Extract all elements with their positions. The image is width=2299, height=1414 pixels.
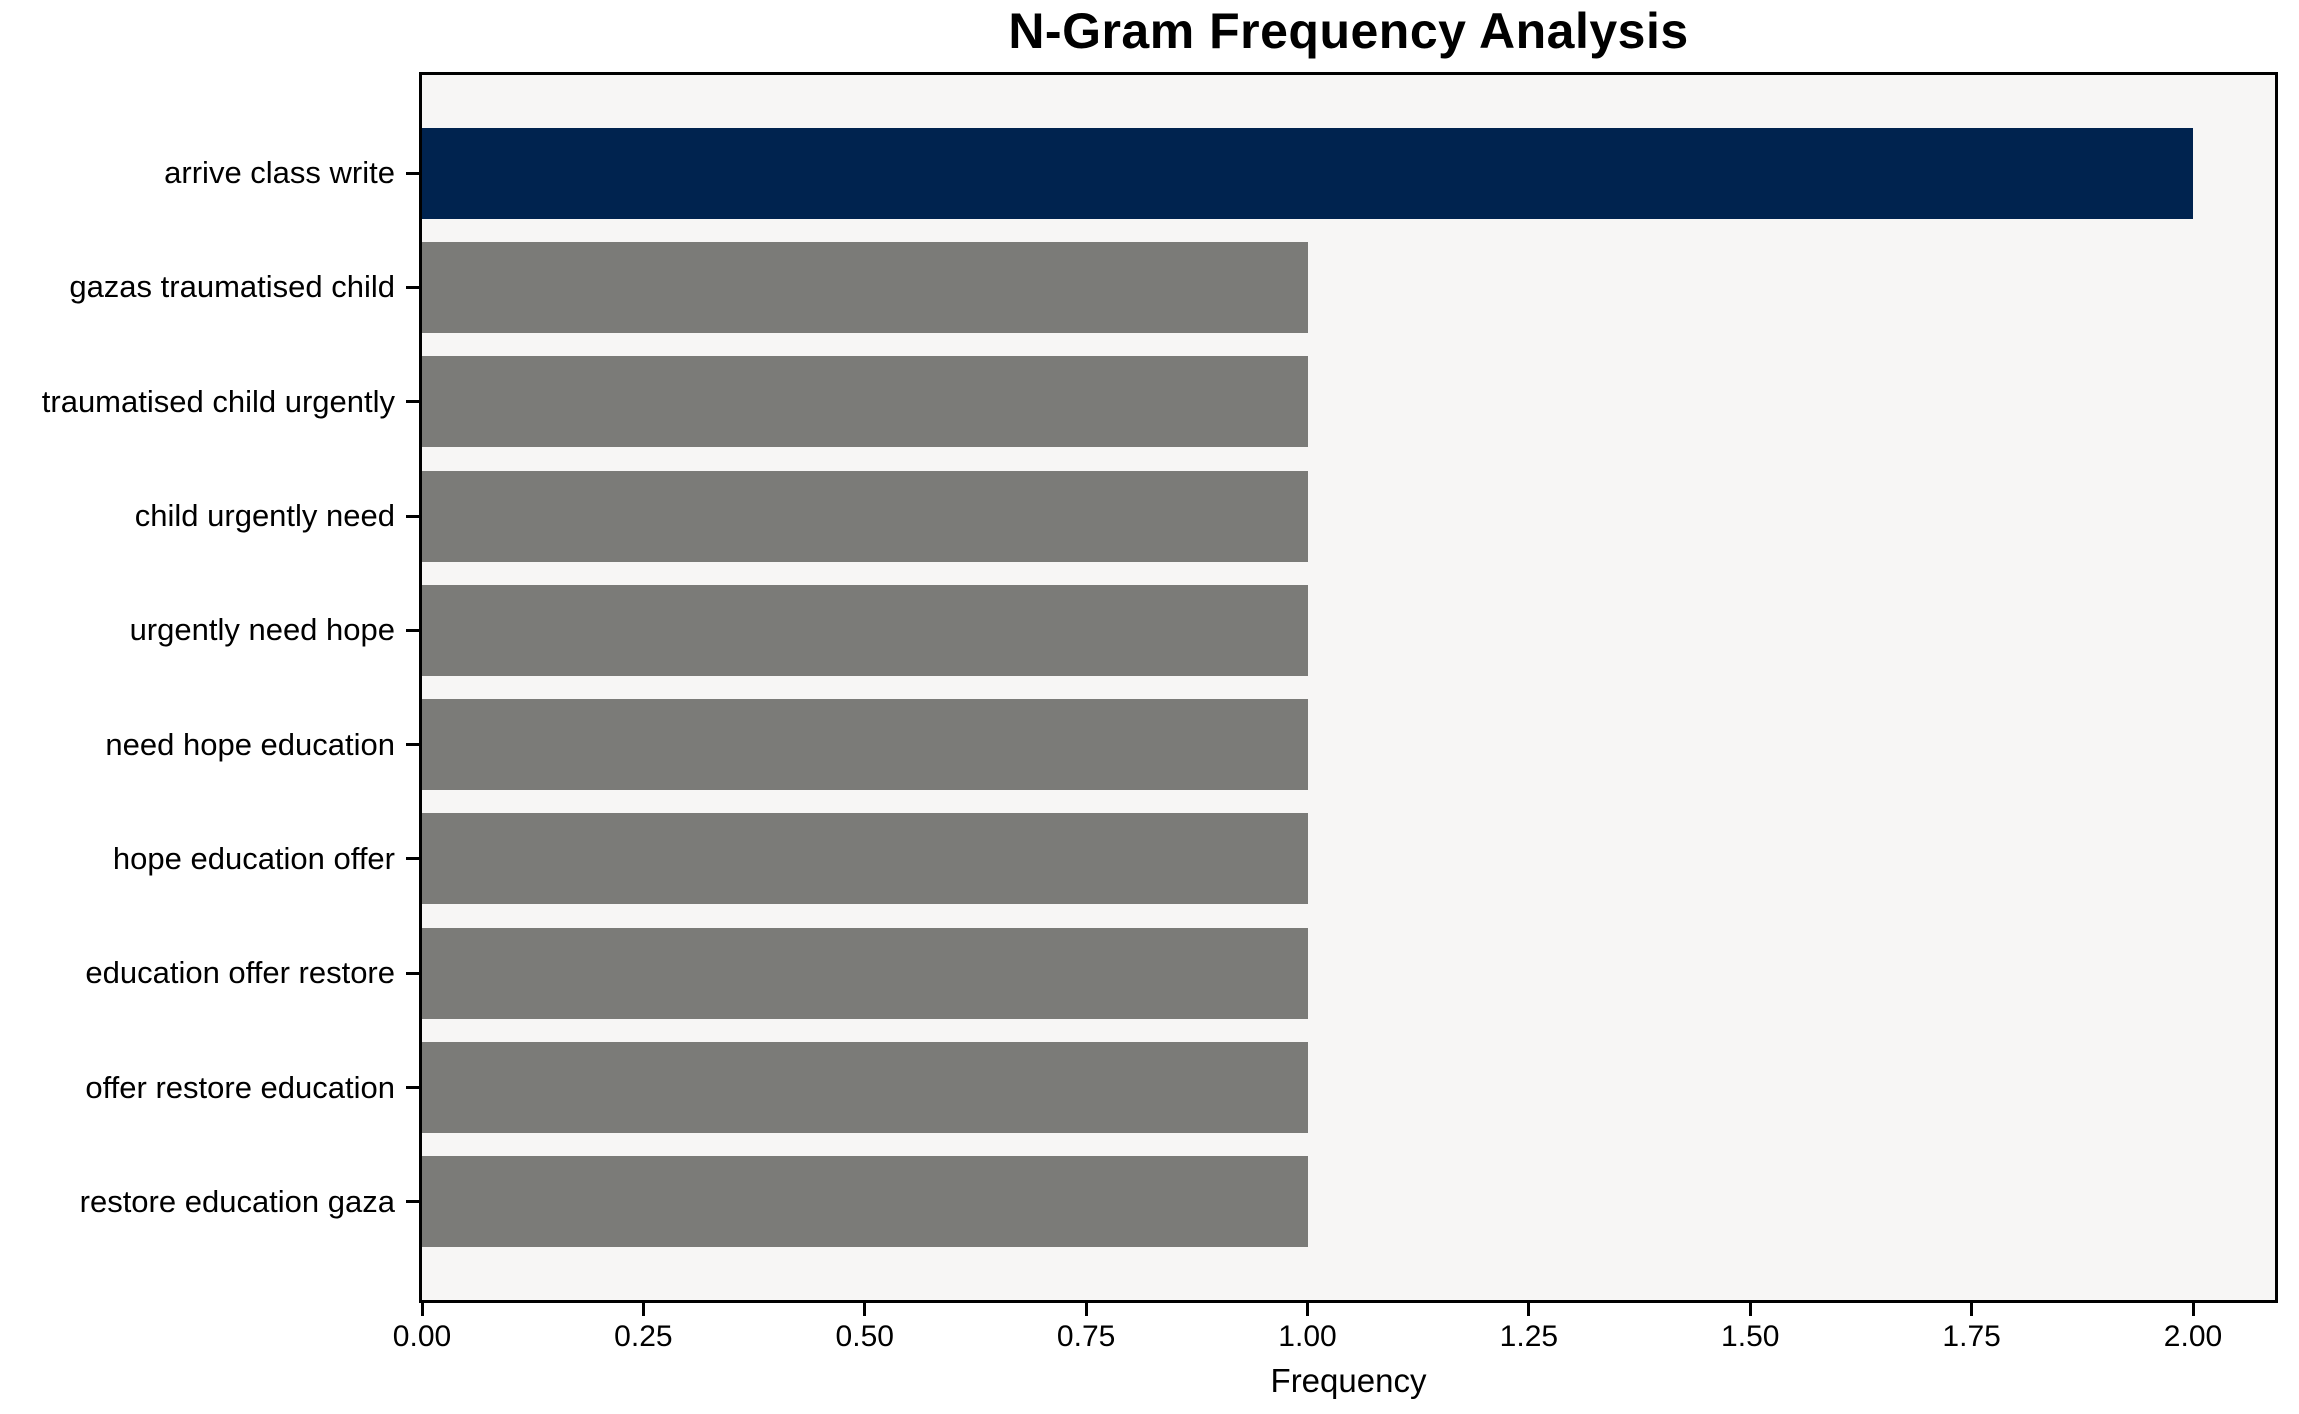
x-tick-label: 0.50 (835, 1320, 894, 1353)
bar (422, 584, 1308, 676)
bar (422, 699, 1308, 791)
x-tick-mark (1306, 1303, 1309, 1316)
x-tick-label: 0.25 (614, 1320, 673, 1353)
x-tick-mark (2191, 1303, 2195, 1316)
x-tick-label: 1.75 (1942, 1320, 2001, 1353)
x-tick-label: 1.00 (1278, 1320, 1337, 1353)
y-axis-tick-label: need hope education (105, 726, 395, 762)
y-tick-mark (406, 971, 419, 975)
bar-row (422, 573, 2275, 687)
bar-row (422, 459, 2275, 573)
bar (422, 356, 1308, 448)
y-tick-mark (406, 628, 419, 632)
x-tick-mark (1527, 1303, 1531, 1316)
bar-row (422, 345, 2275, 459)
bar (422, 1042, 1308, 1134)
plot-area (419, 72, 2278, 1303)
y-axis-tick-label: gazas traumatised child (69, 269, 395, 305)
chart-title: N-Gram Frequency Analysis (1008, 3, 1689, 59)
bar-row (422, 1030, 2275, 1144)
x-tick-label: 0.00 (392, 1320, 452, 1353)
x-tick-mark (420, 1303, 424, 1316)
bar (422, 127, 2193, 219)
y-axis-tick-label: offer restore education (85, 1069, 395, 1105)
x-tick-mark (1748, 1303, 1752, 1316)
x-axis-label: Frequency (1270, 1362, 1427, 1399)
x-tick-label: 0.75 (1056, 1320, 1116, 1353)
y-tick-mark (406, 171, 419, 175)
bar (422, 813, 1308, 905)
y-tick-mark (406, 1086, 419, 1090)
x-tick-label: 2.00 (2163, 1320, 2223, 1353)
x-tick-label: 1.50 (1721, 1320, 1780, 1353)
y-tick-mark (406, 285, 419, 289)
bar (422, 927, 1308, 1019)
bars-layer (422, 75, 2275, 1300)
y-axis-tick-label: child urgently need (134, 498, 395, 534)
bar-row (422, 116, 2275, 230)
x-tick-mark (1970, 1303, 1974, 1316)
x-tick-mark (1084, 1303, 1088, 1316)
bar-row (422, 802, 2275, 916)
y-axis-tick-label: restore education gaza (79, 1183, 395, 1219)
bar-row (422, 1145, 2275, 1259)
y-axis-tick-label: education offer restore (85, 955, 395, 991)
bar-row (422, 916, 2275, 1030)
bar-row (422, 230, 2275, 344)
bar (422, 241, 1308, 333)
y-tick-mark (406, 743, 419, 747)
x-tick-mark (863, 1303, 867, 1316)
y-axis-tick-label: traumatised child urgently (41, 383, 395, 419)
bar (422, 1156, 1308, 1248)
y-tick-mark (406, 400, 419, 404)
x-tick-mark (641, 1303, 645, 1316)
x-tick-label: 1.25 (1499, 1320, 1559, 1353)
y-axis-tick-label: urgently need hope (129, 612, 395, 648)
bar-row (422, 687, 2275, 801)
y-axis-tick-label: arrive class write (164, 155, 395, 191)
y-tick-mark (406, 857, 419, 861)
y-tick-mark (406, 1200, 419, 1204)
y-axis-tick-label: hope education offer (112, 840, 395, 876)
y-tick-mark (406, 514, 419, 518)
bar (422, 470, 1308, 562)
